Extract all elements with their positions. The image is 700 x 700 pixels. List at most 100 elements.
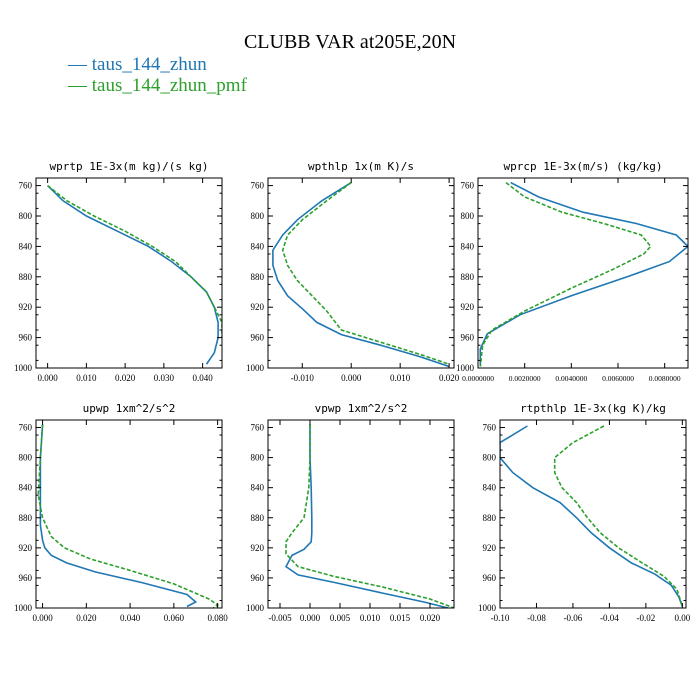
x-tick-label: 0.000 (300, 613, 321, 623)
panel-6: rtpthlp 1E-3x(kg K)/kg 760 800 840 880 920 960… (478, 402, 691, 623)
x-tick-label: 0.020 (439, 373, 460, 383)
panel-3: wprcp 1E-3x(m/s) (kg/kg) 760 800 840 880 920 9… (456, 160, 689, 383)
x-tick-label: 0.040 (120, 613, 141, 623)
y-tick-label: 840 (483, 483, 497, 493)
y-tick-label: 960 (251, 333, 265, 343)
x-tick-label: 0.010 (76, 373, 97, 383)
y-tick-label: 1000 (478, 603, 497, 613)
y-tick-label: 920 (483, 543, 497, 553)
y-tick-label: 760 (483, 423, 497, 433)
y-tick-label: 800 (251, 211, 265, 221)
series-line-zhun-pmf (281, 181, 450, 365)
plot-frame (499, 419, 687, 609)
y-tick-label: 920 (19, 543, 33, 553)
x-tick-label: 0.020 (420, 613, 441, 623)
panel-title: wprcp 1E-3x(m/s) (kg/kg) (504, 160, 663, 173)
y-tick-label: 960 (483, 573, 497, 583)
y-tick-label: 1000 (246, 603, 265, 613)
x-tick-label: 0.020 (115, 373, 136, 383)
y-tick-label: 960 (461, 333, 475, 343)
x-tick-label: 0.010 (390, 373, 411, 383)
panel-5: vpwp 1xm^2/s^2 760 800 840 880 920 960 1000-0.0… (246, 402, 455, 623)
x-tick-label: 0.0020000 (509, 374, 541, 383)
series-line-zhun (479, 181, 688, 367)
y-tick-label: 880 (19, 272, 33, 282)
y-tick-label: 1000 (456, 363, 475, 373)
x-tick-label: 0.000 (38, 373, 59, 383)
y-tick-label: 840 (19, 483, 33, 493)
panels: wprtp 1E-3x(m kg)/(s kg) 760 800 840 880 920 9… (14, 160, 691, 623)
y-tick-label: 880 (483, 513, 497, 523)
panel-title: rtpthlp 1E-3x(kg K)/kg (520, 402, 666, 415)
legend-label-1: taus_144_zhun (92, 54, 208, 75)
series-line-zhun-pmf (285, 424, 454, 608)
plot-frame (477, 177, 689, 369)
y-tick-label: 840 (251, 241, 265, 251)
y-tick-label: 760 (461, 181, 475, 191)
y-tick-label: 920 (251, 302, 265, 312)
x-tick-label: 0.0000000 (462, 374, 494, 383)
x-tick-label: 0.000 (32, 613, 53, 623)
y-tick-label: 960 (251, 573, 265, 583)
x-tick-label: 0.0060000 (602, 374, 634, 383)
y-tick-label: 880 (461, 272, 475, 282)
panel-title: upwp 1xm^2/s^2 (83, 402, 176, 415)
y-tick-label: 880 (251, 513, 265, 523)
panel-title: wprtp 1E-3x(m kg)/(s kg) (50, 160, 209, 173)
series-line-zhun (284, 424, 449, 608)
y-tick-label: 760 (251, 181, 265, 191)
x-tick-label: 0.0040000 (555, 374, 587, 383)
legend-label-2: taus_144_zhun_pmf (92, 75, 248, 96)
y-tick-label: 840 (19, 241, 33, 251)
x-tick-label: -0.010 (291, 373, 315, 383)
y-tick-label: 800 (483, 453, 497, 463)
x-tick-label: -0.06 (564, 613, 583, 623)
plot-frame (267, 177, 455, 369)
y-tick-label: 760 (19, 423, 33, 433)
legend-entry-1: — taus_144_zhun (67, 54, 207, 75)
y-tick-label: 960 (19, 333, 33, 343)
y-tick-label: 840 (461, 241, 475, 251)
y-tick-label: 920 (19, 302, 33, 312)
panel-1: wprtp 1E-3x(m kg)/(s kg) 760 800 840 880 920 9… (14, 160, 223, 383)
plot-frame (267, 419, 455, 609)
x-tick-label: 0.080 (207, 613, 228, 623)
figure-title: CLUBB VAR at205E,20N (244, 31, 456, 53)
y-tick-label: 1000 (14, 603, 33, 613)
x-tick-label: 0.010 (360, 613, 381, 623)
x-tick-label: 0.030 (154, 373, 175, 383)
y-tick-label: 880 (251, 272, 265, 282)
x-tick-label: -0.005 (268, 613, 292, 623)
panel-4: upwp 1xm^2/s^2 760 800 840 880 920 960 10000.00… (14, 402, 228, 623)
y-tick-label: 760 (19, 181, 33, 191)
x-tick-label: 0.0080000 (649, 374, 681, 383)
x-tick-label: 0.015 (390, 613, 411, 623)
series-line-zhun (39, 424, 198, 608)
y-tick-label: 760 (251, 423, 265, 433)
legend-entry-2: — taus_144_zhun_pmf (67, 75, 248, 96)
series-line-zhun-pmf (479, 181, 652, 367)
y-tick-label: 800 (461, 211, 475, 221)
y-tick-label: 800 (19, 211, 33, 221)
y-tick-label: 840 (251, 483, 265, 493)
x-tick-label: -0.02 (637, 613, 656, 623)
plot-frame (35, 419, 223, 609)
y-tick-label: 920 (251, 543, 265, 553)
panel-title: vpwp 1xm^2/s^2 (315, 402, 408, 415)
series-line-zhun-pmf (37, 424, 220, 608)
y-tick-label: 1000 (246, 363, 265, 373)
plot-frame (35, 177, 223, 369)
series-line-zhun-pmf (47, 184, 222, 338)
y-tick-label: 960 (19, 573, 33, 583)
series-line-zhun (500, 425, 684, 607)
y-tick-label: 1000 (14, 363, 33, 373)
x-tick-label: -0.04 (600, 613, 619, 623)
series-line-zhun (47, 185, 219, 365)
x-tick-label: 0.005 (330, 613, 351, 623)
x-tick-label: 0.000 (341, 373, 362, 383)
x-tick-label: 0.060 (164, 613, 185, 623)
series-line-zhun (272, 181, 450, 368)
y-tick-label: 880 (19, 513, 33, 523)
y-tick-label: 800 (251, 453, 265, 463)
